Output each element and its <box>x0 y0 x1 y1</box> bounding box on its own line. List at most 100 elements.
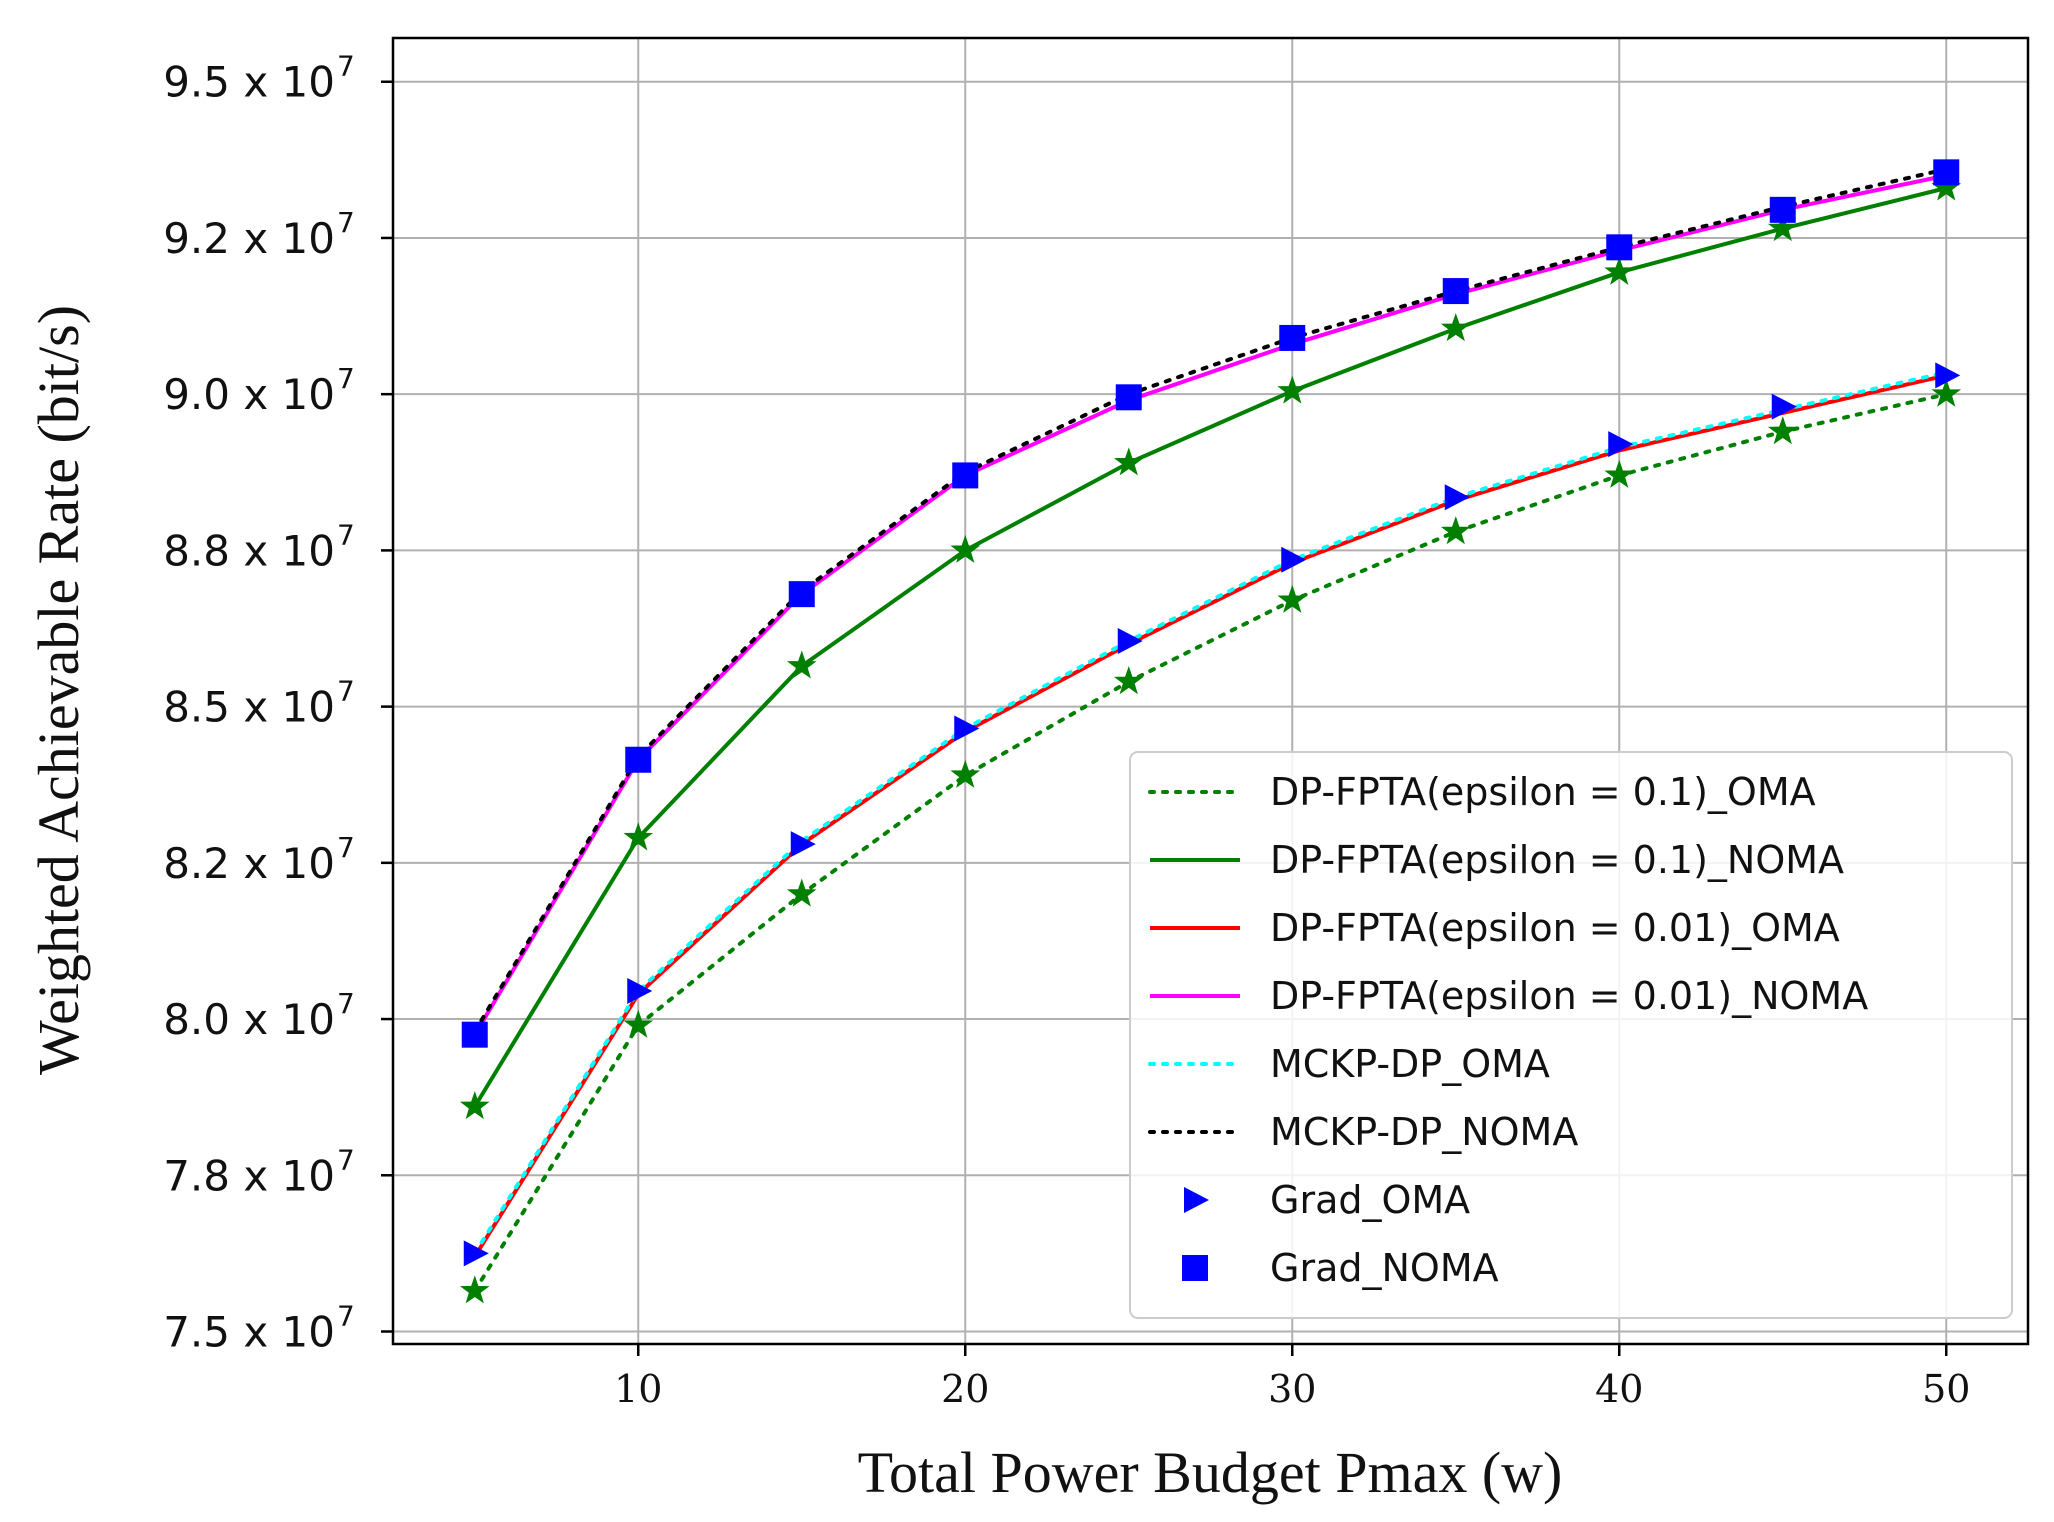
y-axis-title: Weighted Achievable Rate (bit/s) <box>26 305 91 1075</box>
data-point <box>1277 375 1308 404</box>
data-point <box>1935 362 1961 389</box>
legend-marker <box>1184 1187 1209 1213</box>
data-point <box>790 831 816 858</box>
series-3 <box>473 173 1947 1036</box>
y-tick-exponent: 7 <box>337 831 355 864</box>
legend-label: DP-FPTA(epsilon = 0.01)_NOMA <box>1270 974 1868 1018</box>
data-point <box>463 1240 489 1267</box>
data-point <box>1767 416 1798 445</box>
y-tick-label: 7.8 x 10 <box>163 1151 335 1200</box>
legend-label: Grad_NOMA <box>1270 1246 1499 1290</box>
data-point <box>1279 324 1306 351</box>
data-point <box>1931 378 1962 407</box>
data-point <box>1113 666 1144 695</box>
y-tick-exponent: 7 <box>337 206 355 239</box>
data-point <box>459 1090 490 1120</box>
data-point <box>1606 234 1633 261</box>
legend-label: Grad_OMA <box>1270 1178 1470 1222</box>
y-tick-label: 8.5 x 10 <box>163 683 335 732</box>
legend-marker <box>1182 1255 1208 1281</box>
legend-entry: DP-FPTA(epsilon = 0.01)_NOMA <box>1150 974 1868 1018</box>
data-point <box>1771 393 1797 420</box>
x-tick-label: 40 <box>1595 1367 1643 1411</box>
data-point <box>1442 278 1469 305</box>
legend-label: DP-FPTA(epsilon = 0.1)_NOMA <box>1270 838 1844 882</box>
legend-entry: DP-FPTA(epsilon = 0.01)_OMA <box>1150 906 1840 950</box>
series-line <box>473 186 1947 1108</box>
legend-label: MCKP-DP_NOMA <box>1270 1110 1578 1154</box>
legend-label: DP-FPTA(epsilon = 0.01)_OMA <box>1270 906 1840 950</box>
data-point <box>625 746 652 773</box>
data-point <box>788 581 815 608</box>
series-2 <box>473 373 1947 1258</box>
series-5 <box>472 167 1949 1034</box>
legend-entry: Grad_OMA <box>1184 1178 1470 1222</box>
data-point <box>1115 384 1142 411</box>
y-tick-label: 8.2 x 10 <box>163 839 335 888</box>
data-point <box>954 715 980 742</box>
legend-entry: MCKP-DP_OMA <box>1148 1042 1550 1086</box>
x-tick-label: 30 <box>1268 1367 1316 1411</box>
y-tick-exponent: 7 <box>337 362 355 395</box>
x-tick-label: 20 <box>941 1367 989 1411</box>
x-axis-title: Total Power Budget Pmax (w) <box>858 1440 1563 1505</box>
data-point <box>950 759 981 788</box>
legend-entry: DP-FPTA(epsilon = 0.1)_OMA <box>1148 770 1816 814</box>
data-point <box>623 822 654 851</box>
legend-label: MCKP-DP_OMA <box>1270 1042 1550 1086</box>
data-point <box>1604 459 1635 488</box>
legend-entry: DP-FPTA(epsilon = 0.1)_NOMA <box>1150 838 1844 882</box>
y-tick-label: 9.0 x 10 <box>163 370 335 419</box>
data-point <box>950 534 981 563</box>
data-point <box>1117 628 1143 655</box>
y-tick-exponent: 7 <box>337 518 355 551</box>
series-line <box>472 167 1949 1034</box>
data-point <box>1933 159 1960 186</box>
data-point <box>1608 431 1634 458</box>
series-line <box>472 392 1949 1293</box>
series-layer <box>459 159 1962 1304</box>
y-tick-label: 8.0 x 10 <box>163 995 335 1044</box>
data-point <box>1113 447 1144 476</box>
data-point <box>1440 313 1471 342</box>
y-tick-exponent: 7 <box>337 675 355 708</box>
series-line <box>473 373 1947 1258</box>
series-line <box>472 370 1949 1256</box>
data-point <box>623 1009 654 1038</box>
y-tick-label: 8.8 x 10 <box>163 526 335 575</box>
data-point <box>1277 584 1308 613</box>
y-tick-exponent: 7 <box>337 1143 355 1176</box>
data-point <box>786 650 817 679</box>
data-point <box>1604 256 1635 285</box>
y-tick-exponent: 7 <box>337 987 355 1020</box>
plot-frame <box>391 36 2030 1346</box>
y-tick-label: 9.2 x 10 <box>163 214 335 263</box>
x-tick-label: 10 <box>614 1367 662 1411</box>
y-tick-exponent: 7 <box>337 50 355 83</box>
data-point <box>459 1275 490 1304</box>
y-tick-label: 9.5 x 10 <box>163 58 335 107</box>
series-4 <box>472 370 1949 1256</box>
legend-box <box>1129 751 2013 1319</box>
ticks: 10 20 30 40 507.5 x 10 77.8 x 10 78.0 x 10 78.2… <box>163 50 1970 1411</box>
data-point <box>1440 516 1471 545</box>
data-point <box>627 977 653 1004</box>
legend-label: DP-FPTA(epsilon = 0.1)_OMA <box>1270 770 1816 814</box>
legend: DP-FPTA(epsilon = 0.1)_OMA DP-FPTA(epsilo… <box>1129 751 2013 1319</box>
series-6 <box>463 362 1961 1267</box>
series-7 <box>461 159 1960 1048</box>
series-1 <box>459 172 1962 1120</box>
data-point <box>1281 546 1307 573</box>
legend-entry: MCKP-DP_NOMA <box>1148 1110 1578 1154</box>
data-point <box>1444 484 1470 511</box>
data-point <box>1767 213 1798 242</box>
y-tick-label: 7.5 x 10 <box>163 1308 335 1357</box>
legend-entry: Grad_NOMA <box>1182 1246 1499 1290</box>
y-tick-exponent: 7 <box>337 1300 355 1333</box>
data-point <box>952 462 979 489</box>
data-point <box>1769 196 1796 223</box>
data-point <box>461 1021 488 1048</box>
series-0 <box>459 378 1962 1304</box>
x-tick-label: 50 <box>1922 1367 1970 1411</box>
